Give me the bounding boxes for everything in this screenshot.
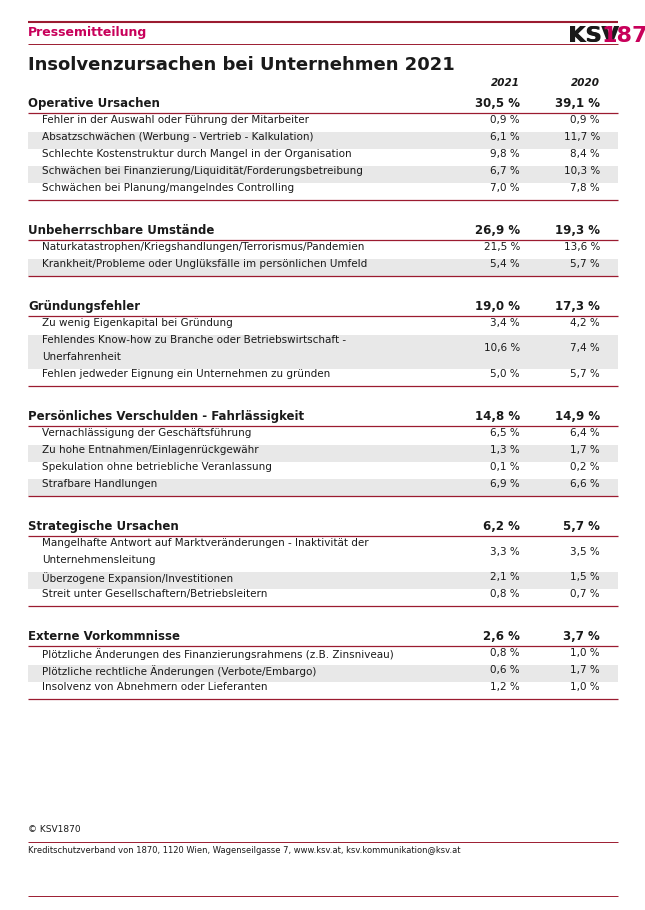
Text: 1,2 %: 1,2 %	[490, 682, 520, 692]
Text: Zu hohe Entnahmen/Einlagenrückgewähr: Zu hohe Entnahmen/Einlagenrückgewähr	[42, 445, 259, 455]
Text: 3,4 %: 3,4 %	[490, 318, 520, 328]
Text: 17,3 %: 17,3 %	[555, 300, 600, 313]
Text: 11,7 %: 11,7 %	[564, 132, 600, 142]
Text: Überzogene Expansion/Investitionen: Überzogene Expansion/Investitionen	[42, 572, 233, 584]
Text: 13,6 %: 13,6 %	[564, 242, 600, 252]
Bar	[28, 259, 618, 276]
Text: Schwächen bei Finanzierung/Liquidität/Forderungsbetreibung: Schwächen bei Finanzierung/Liquidität/Fo…	[42, 166, 363, 176]
Text: 1870: 1870	[602, 26, 645, 46]
Text: 6,1 %: 6,1 %	[490, 132, 520, 142]
Text: 39,1 %: 39,1 %	[555, 97, 600, 110]
Text: Zu wenig Eigenkapital bei Gründung: Zu wenig Eigenkapital bei Gründung	[42, 318, 233, 328]
Text: Schwächen bei Planung/mangelndes Controlling: Schwächen bei Planung/mangelndes Control…	[42, 183, 294, 193]
Text: 7,8 %: 7,8 %	[570, 183, 600, 193]
Text: 2020: 2020	[571, 78, 600, 88]
Bar	[28, 572, 618, 589]
Bar	[28, 132, 618, 149]
Text: 6,7 %: 6,7 %	[490, 166, 520, 176]
Text: 0,6 %: 0,6 %	[490, 665, 520, 675]
Text: 6,6 %: 6,6 %	[570, 479, 600, 489]
Text: Schlechte Kostenstruktur durch Mangel in der Organisation: Schlechte Kostenstruktur durch Mangel in…	[42, 149, 352, 159]
Text: Naturkatastrophen/Kriegshandlungen/Terrorismus/Pandemien: Naturkatastrophen/Kriegshandlungen/Terro…	[42, 242, 364, 252]
Text: 3,3 %: 3,3 %	[490, 547, 520, 557]
Text: 1,3 %: 1,3 %	[490, 445, 520, 455]
Text: 14,9 %: 14,9 %	[555, 410, 600, 423]
Text: Fehler in der Auswahl oder Führung der Mitarbeiter: Fehler in der Auswahl oder Führung der M…	[42, 115, 309, 125]
Text: 0,9 %: 0,9 %	[570, 115, 600, 125]
Text: 1,7 %: 1,7 %	[570, 445, 600, 455]
Text: Insolvenzursachen bei Unternehmen 2021: Insolvenzursachen bei Unternehmen 2021	[28, 56, 455, 74]
Text: Kreditschutzverband von 1870, 1120 Wien, Wagenseilgasse 7, www.ksv.at, ksv.kommu: Kreditschutzverband von 1870, 1120 Wien,…	[28, 846, 461, 855]
Text: 5,7 %: 5,7 %	[570, 369, 600, 379]
Text: 0,8 %: 0,8 %	[490, 648, 520, 658]
Text: Fehlendes Know-how zu Branche oder Betriebswirtschaft -: Fehlendes Know-how zu Branche oder Betri…	[42, 335, 346, 345]
Text: Operative Ursachen: Operative Ursachen	[28, 97, 160, 110]
Bar	[28, 335, 618, 369]
Text: 1,0 %: 1,0 %	[570, 648, 600, 658]
Text: 10,3 %: 10,3 %	[564, 166, 600, 176]
Text: 10,6 %: 10,6 %	[484, 343, 520, 353]
Bar	[28, 665, 618, 682]
Text: 7,0 %: 7,0 %	[490, 183, 520, 193]
Text: Mangelhafte Antwort auf Marktveränderungen - Inaktivität der: Mangelhafte Antwort auf Marktveränderung…	[42, 538, 369, 548]
Text: 0,7 %: 0,7 %	[570, 589, 600, 599]
Text: 1,5 %: 1,5 %	[570, 572, 600, 582]
Text: 19,3 %: 19,3 %	[555, 224, 600, 237]
Text: Vernachlässigung der Geschäftsführung: Vernachlässigung der Geschäftsführung	[42, 428, 252, 438]
Text: 1,7 %: 1,7 %	[570, 665, 600, 675]
Text: Plötzliche Änderungen des Finanzierungsrahmens (z.B. Zinsniveau): Plötzliche Änderungen des Finanzierungsr…	[42, 648, 393, 660]
Text: Unerfahrenheit: Unerfahrenheit	[42, 352, 121, 362]
Bar	[28, 479, 618, 496]
Text: 4,2 %: 4,2 %	[570, 318, 600, 328]
Text: Spekulation ohne betriebliche Veranlassung: Spekulation ohne betriebliche Veranlassu…	[42, 462, 272, 472]
Text: 6,5 %: 6,5 %	[490, 428, 520, 438]
Text: 19,0 %: 19,0 %	[475, 300, 520, 313]
Text: Unternehmensleitung: Unternehmensleitung	[42, 555, 155, 565]
Text: Strategische Ursachen: Strategische Ursachen	[28, 520, 179, 533]
Text: Plötzliche rechtliche Änderungen (Verbote/Embargo): Plötzliche rechtliche Änderungen (Verbot…	[42, 665, 317, 677]
Text: KSV: KSV	[569, 26, 619, 46]
Text: 6,2 %: 6,2 %	[483, 520, 520, 533]
Text: © KSV1870: © KSV1870	[28, 825, 81, 834]
Text: 9,8 %: 9,8 %	[490, 149, 520, 159]
Text: Strafbare Handlungen: Strafbare Handlungen	[42, 479, 157, 489]
Text: KSV: KSV	[568, 26, 618, 46]
Text: 2021: 2021	[491, 78, 520, 88]
Text: Pressemitteilung: Pressemitteilung	[28, 26, 147, 39]
Text: 3,5 %: 3,5 %	[570, 547, 600, 557]
Text: Unbeherrschbare Umstände: Unbeherrschbare Umstände	[28, 224, 214, 237]
Text: Absatzschwächen (Werbung - Vertrieb - Kalkulation): Absatzschwächen (Werbung - Vertrieb - Ka…	[42, 132, 313, 142]
Text: 0,9 %: 0,9 %	[490, 115, 520, 125]
Text: Persönliches Verschulden - Fahrlässigkeit: Persönliches Verschulden - Fahrlässigkei…	[28, 410, 304, 423]
Bar	[28, 445, 618, 462]
Text: Gründungsfehler: Gründungsfehler	[28, 300, 140, 313]
Text: Streit unter Gesellschaftern/Betriebsleitern: Streit unter Gesellschaftern/Betriebslei…	[42, 589, 268, 599]
Bar	[28, 166, 618, 183]
Text: 0,1 %: 0,1 %	[490, 462, 520, 472]
Text: 5,7 %: 5,7 %	[563, 520, 600, 533]
Text: 7,4 %: 7,4 %	[570, 343, 600, 353]
Text: Krankheit/Probleme oder Unglüksfälle im persönlichen Umfeld: Krankheit/Probleme oder Unglüksfälle im …	[42, 259, 367, 269]
Text: Fehlen jedweder Eignung ein Unternehmen zu gründen: Fehlen jedweder Eignung ein Unternehmen …	[42, 369, 330, 379]
Text: 26,9 %: 26,9 %	[475, 224, 520, 237]
Text: Externe Vorkommnisse: Externe Vorkommnisse	[28, 630, 180, 643]
Text: Insolvenz von Abnehmern oder Lieferanten: Insolvenz von Abnehmern oder Lieferanten	[42, 682, 268, 692]
Text: 2,6 %: 2,6 %	[483, 630, 520, 643]
Text: 3,7 %: 3,7 %	[563, 630, 600, 643]
Text: 14,8 %: 14,8 %	[475, 410, 520, 423]
Text: 0,8 %: 0,8 %	[490, 589, 520, 599]
Text: 5,7 %: 5,7 %	[570, 259, 600, 269]
Text: 2,1 %: 2,1 %	[490, 572, 520, 582]
Text: 8,4 %: 8,4 %	[570, 149, 600, 159]
Text: 5,0 %: 5,0 %	[490, 369, 520, 379]
Text: 6,9 %: 6,9 %	[490, 479, 520, 489]
Text: 21,5 %: 21,5 %	[484, 242, 520, 252]
Text: 0,2 %: 0,2 %	[570, 462, 600, 472]
Text: 30,5 %: 30,5 %	[475, 97, 520, 110]
Text: 6,4 %: 6,4 %	[570, 428, 600, 438]
Text: 5,4 %: 5,4 %	[490, 259, 520, 269]
Text: 1,0 %: 1,0 %	[570, 682, 600, 692]
